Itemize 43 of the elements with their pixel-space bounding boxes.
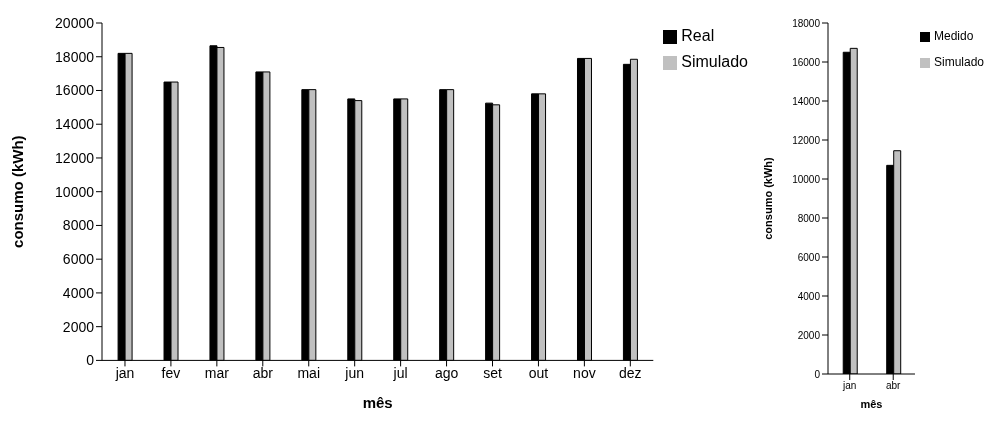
y-tick-label: 2000 <box>62 318 95 335</box>
x-tick-label: abr <box>252 365 274 382</box>
x-tick-label: dez <box>619 365 642 382</box>
x-tick-label: abr <box>886 380 902 392</box>
y-tick-label: 2000 <box>797 329 821 341</box>
y-tick-label: 12000 <box>55 149 95 166</box>
y-tick-label: 4000 <box>62 284 95 301</box>
legend-label: Simulado <box>933 55 984 69</box>
x-tick-label: jan <box>842 380 857 392</box>
y-tick-label: 20000 <box>55 14 95 31</box>
legend-label: Simulado <box>681 53 748 70</box>
x-tick-label: fev <box>161 365 181 382</box>
x-tick-label: nov <box>573 365 596 382</box>
x-axis-title: mês <box>362 394 393 411</box>
x-tick-label: set <box>483 365 502 382</box>
x-tick-label: jul <box>392 365 408 382</box>
x-tick-label: mar <box>204 365 230 382</box>
y-tick-label: 10000 <box>792 173 821 185</box>
y-tick-label: 6000 <box>797 251 821 263</box>
y-tick-label: 10000 <box>55 183 95 200</box>
x-tick-label: jan <box>114 365 135 382</box>
y-tick-label: 14000 <box>55 116 95 133</box>
y-tick-label: 0 <box>86 352 95 369</box>
y-axis-title: consumo (kWh) <box>761 156 774 240</box>
x-tick-label: ago <box>434 365 459 382</box>
y-tick-label: 18000 <box>792 17 821 29</box>
y-tick-label: 16000 <box>55 82 95 99</box>
x-tick-label: mai <box>297 365 321 382</box>
y-tick-label: 8000 <box>797 212 821 224</box>
x-tick-label: jun <box>344 365 365 382</box>
y-axis-title: consumo (kWh) <box>9 135 27 248</box>
y-tick-label: 14000 <box>792 95 821 107</box>
x-axis-title: mês <box>860 398 883 410</box>
y-tick-label: 0 <box>814 368 821 380</box>
y-tick-label: 12000 <box>792 134 821 146</box>
x-tick-label: out <box>528 365 549 382</box>
y-tick-label: 16000 <box>792 56 821 68</box>
legend-label: Real <box>681 27 715 44</box>
y-tick-label: 6000 <box>62 251 95 268</box>
y-tick-label: 4000 <box>797 290 821 302</box>
y-tick-label: 18000 <box>55 48 95 65</box>
y-tick-label: 8000 <box>62 217 95 234</box>
legend-label: Medido <box>933 29 974 43</box>
